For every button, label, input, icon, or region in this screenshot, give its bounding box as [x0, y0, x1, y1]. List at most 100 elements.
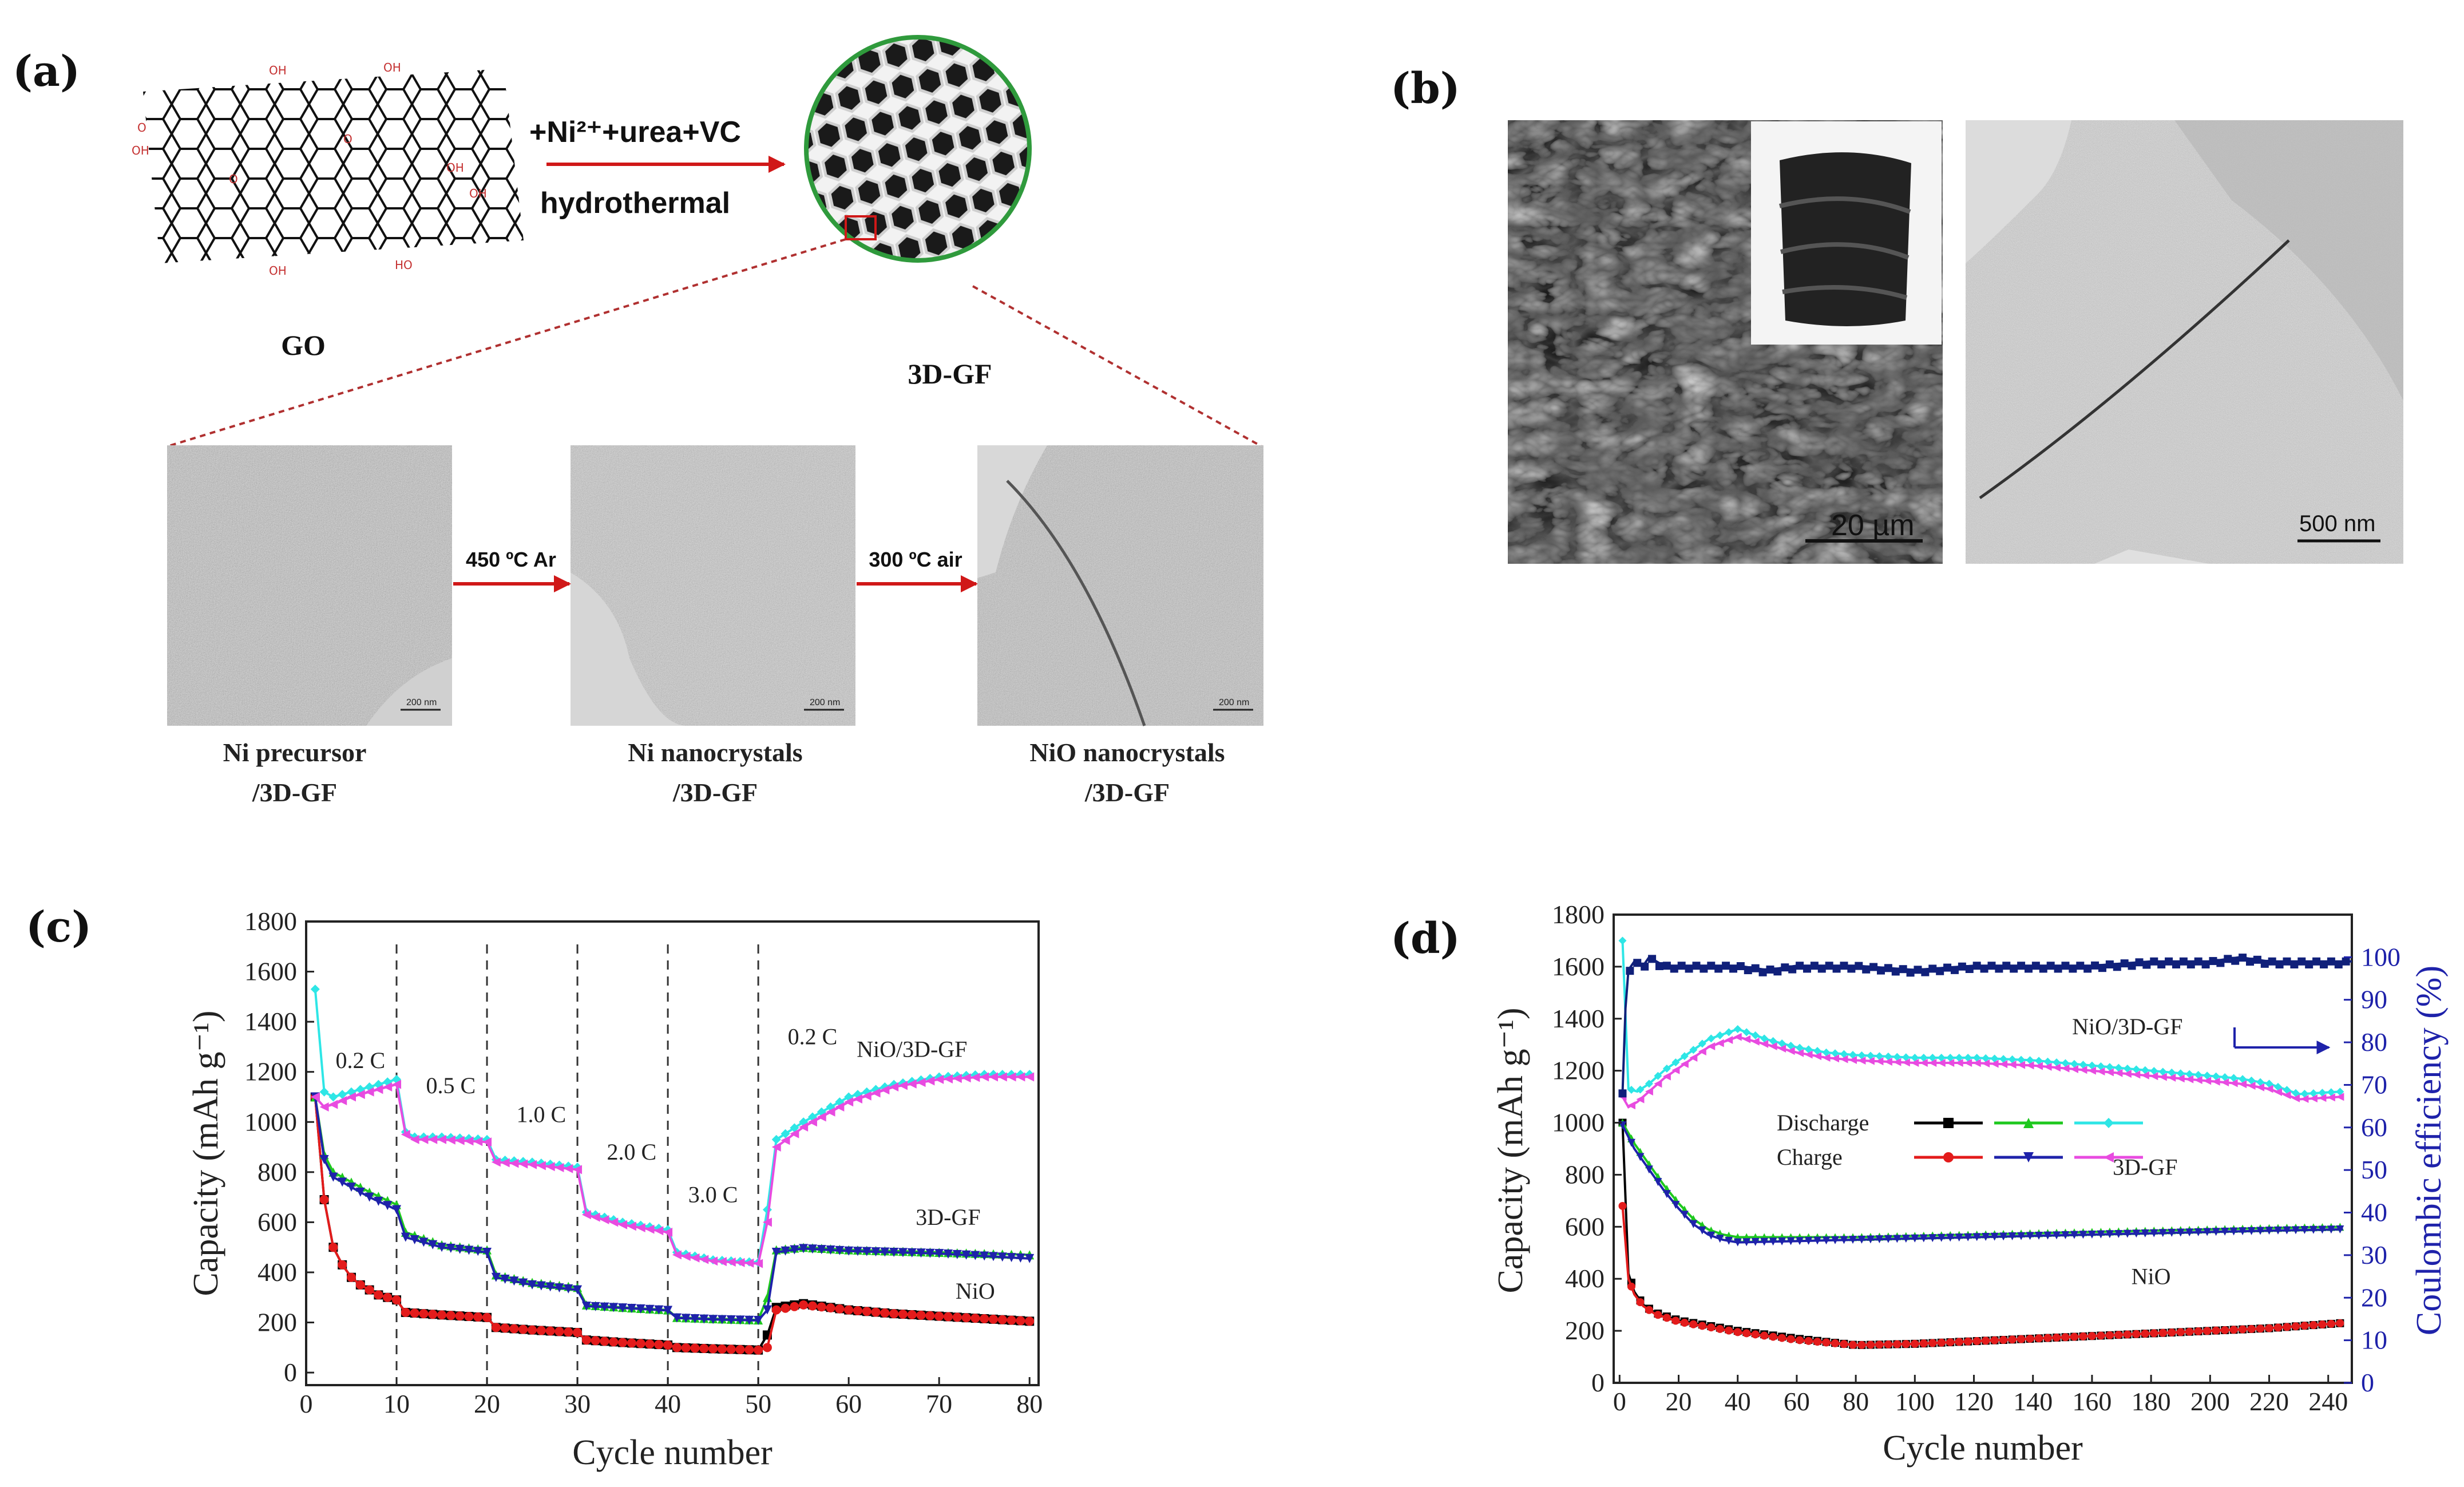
- series-point-5: [1671, 1066, 1680, 1074]
- series-point-1: [410, 1308, 419, 1318]
- y-tick-label: 0: [284, 1358, 297, 1387]
- coulombic-efficiency-point: [1677, 962, 1686, 970]
- series-point-4: [1645, 1079, 1653, 1088]
- series-point-5: [717, 1257, 727, 1267]
- y-tick-label: 200: [1565, 1316, 1605, 1345]
- series-point-1: [2256, 1324, 2265, 1333]
- series-point-1: [473, 1312, 483, 1322]
- series-point-5: [1972, 1059, 1981, 1067]
- coulombic-efficiency-point: [1832, 964, 1841, 973]
- y2-tick-label: 30: [2361, 1240, 2387, 1270]
- series-point-3: [2097, 1230, 2105, 1239]
- series-point-3: [1893, 1235, 1902, 1243]
- series-point-1: [1848, 1340, 1857, 1349]
- coulombic-efficiency-point: [2142, 960, 2151, 969]
- series-label: NiO: [2132, 1263, 2171, 1289]
- series-point-1: [1636, 1298, 1645, 1307]
- legend-charge-label: Charge: [1777, 1144, 1843, 1170]
- series-point-3: [1680, 1211, 1689, 1219]
- series-point-3: [591, 1302, 600, 1311]
- series-point-5: [1707, 1042, 1716, 1050]
- coulombic-efficiency-point: [1751, 964, 1760, 972]
- series-point-4: [2221, 1073, 2229, 1082]
- x-tick-label: 0: [300, 1389, 313, 1418]
- series-point-1: [943, 1312, 953, 1322]
- series-point-1: [464, 1312, 474, 1322]
- y-tick-label: 800: [258, 1157, 297, 1187]
- series-point-4: [1662, 1065, 1671, 1073]
- series-point-1: [1733, 1328, 1742, 1336]
- coulombic-efficiency-point: [1869, 963, 1878, 971]
- coulombic-efficiency-point: [2039, 964, 2047, 973]
- series-point-3: [1937, 1233, 1946, 1242]
- svg-text:O: O: [229, 172, 238, 186]
- series-point-3: [1866, 1235, 1875, 1244]
- series-point-5: [2239, 1080, 2247, 1089]
- x-tick-label: 40: [1725, 1387, 1751, 1416]
- series-point-1: [2212, 1326, 2220, 1335]
- series-point-1: [871, 1307, 881, 1317]
- series-point-5: [437, 1134, 447, 1144]
- series-point-5: [2247, 1082, 2256, 1090]
- coulombic-efficiency-point: [1803, 964, 1811, 973]
- y-tick-label: 400: [258, 1257, 297, 1287]
- coulombic-efficiency-point: [2209, 957, 2217, 966]
- series-point-3: [1990, 1232, 1999, 1241]
- series-point-1: [654, 1340, 664, 1350]
- series-point-4: [2336, 1087, 2344, 1096]
- series-point-1: [1982, 1336, 1990, 1345]
- coulombic-efficiency-point: [1766, 965, 1774, 974]
- series-point-1: [2203, 1327, 2212, 1335]
- x-tick-label: 200: [2190, 1387, 2230, 1416]
- series-point-4: [2283, 1086, 2291, 1094]
- chart-d-frame: [1613, 913, 2353, 1384]
- series-point-3: [943, 1249, 953, 1259]
- series-point-1: [1725, 1326, 1733, 1335]
- series-point-3: [690, 1314, 700, 1323]
- series-point-4: [2123, 1065, 2132, 1073]
- series-point-1: [799, 1300, 809, 1310]
- series-point-5: [564, 1164, 573, 1173]
- series-point-5: [636, 1223, 645, 1233]
- coulombic-efficiency-point: [1633, 959, 1642, 967]
- coulombic-efficiency-point: [1825, 962, 1833, 970]
- series-point-1: [2336, 1319, 2344, 1327]
- series-point-3: [1902, 1235, 1910, 1243]
- series-point-5: [1884, 1057, 1892, 1066]
- series-point-1: [1902, 1340, 1910, 1348]
- series-point-5: [2043, 1062, 2052, 1071]
- series-point-5: [2203, 1077, 2212, 1085]
- x-tick-label: 60: [1784, 1387, 1810, 1416]
- series-point-1: [907, 1310, 917, 1319]
- legend-discharge-marker: [1943, 1118, 1954, 1128]
- y-tick-label: 1400: [1552, 1004, 1605, 1033]
- series-point-1: [862, 1307, 871, 1316]
- series-point-1: [455, 1311, 465, 1321]
- series-point-1: [2327, 1319, 2335, 1328]
- series-point-1: [781, 1303, 790, 1313]
- series-point-1: [672, 1343, 682, 1352]
- series-point-3: [807, 1244, 817, 1254]
- step2-label: 300 ºC air: [869, 548, 962, 571]
- series-point-5: [654, 1226, 664, 1236]
- coulombic-efficiency-point: [1943, 963, 1952, 972]
- rate-label: 1.0 C: [517, 1101, 567, 1127]
- series-point-5: [2070, 1065, 2078, 1073]
- series-point-1: [980, 1314, 989, 1323]
- y2-tick-label: 100: [2361, 942, 2400, 971]
- series-point-5: [1928, 1059, 1937, 1067]
- series-label: 3D-GF: [916, 1204, 980, 1230]
- coulombic-efficiency-point: [2305, 960, 2314, 969]
- series-point-4: [1725, 1028, 1733, 1037]
- series-point-5: [446, 1135, 455, 1145]
- series-point-1: [1671, 1316, 1680, 1325]
- rate-label: 2.0 C: [607, 1139, 657, 1165]
- series-point-5: [2309, 1094, 2318, 1103]
- series-point-5: [1016, 1072, 1025, 1082]
- series-point-3: [1964, 1233, 1972, 1241]
- series-point-3: [1875, 1235, 1884, 1244]
- series-point-1: [1760, 1331, 1769, 1340]
- y-tick-label: 1200: [1552, 1056, 1605, 1085]
- series-point-3: [2194, 1228, 2202, 1236]
- coulombic-efficiency-point: [2031, 962, 2040, 970]
